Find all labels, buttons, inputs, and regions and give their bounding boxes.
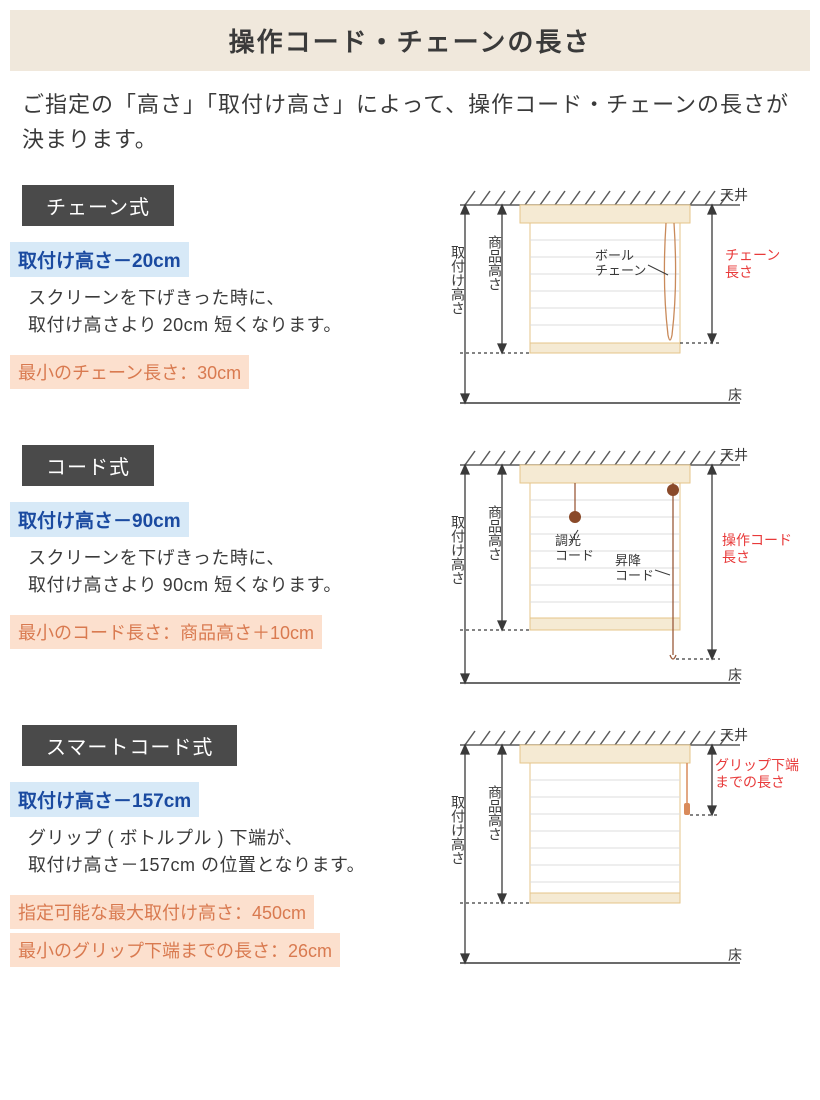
section-name-tag: コード式 <box>22 445 154 486</box>
product-height-label: 商品高さ <box>487 235 503 291</box>
peach-tag: 最小のグリップ下端までの長さ：26cm <box>10 933 340 967</box>
floor-label: 床 <box>728 667 742 683</box>
page-subtitle: ご指定の「高さ」「取付け高さ」によって、操作コード・チェーンの長さが決まります。 <box>22 87 798 157</box>
body-text: スクリーンを下げきった時に、取付け高さより 90cm 短くなります。 <box>28 545 408 599</box>
diagram-cord: 天井 床 <box>420 445 810 695</box>
blue-tag: 取付け高さ－20cm <box>10 242 189 277</box>
peach-tag: 最小のチェーン長さ：30cm <box>10 355 249 389</box>
ceiling-label: 天井 <box>720 727 748 743</box>
floor-label: 床 <box>728 387 742 403</box>
install-height-label: 取付け高さ <box>450 245 466 315</box>
grip-length-label: グリップ下端までの長さ <box>715 757 799 790</box>
chain-length-label: チェーン長さ <box>725 247 780 280</box>
section-name-tag: スマートコード式 <box>22 725 237 766</box>
section-chain: チェーン式 取付け高さ－20cm スクリーンを下げきった時に、取付け高さより 2… <box>10 185 810 415</box>
install-height-label: 取付け高さ <box>450 795 466 865</box>
body-text: グリップ ( ボトルプル ) 下端が、取付け高さ－157cm の位置となります。 <box>28 825 408 879</box>
section-smart-cord: スマートコード式 取付け高さ－157cm グリップ ( ボトルプル ) 下端が、… <box>10 725 810 975</box>
peach-tag: 最小のコード長さ：商品高さ＋10cm <box>10 615 322 649</box>
diagram-smart: 天井 床 <box>420 725 810 975</box>
ceiling-label: 天井 <box>720 447 748 463</box>
cord-length-label: 操作コード長さ <box>722 532 792 565</box>
product-height-label: 商品高さ <box>487 785 503 841</box>
section-cord: コード式 取付け高さ－90cm スクリーンを下げきった時に、取付け高さより 90… <box>10 445 810 695</box>
section-name-tag: チェーン式 <box>22 185 174 226</box>
blue-tag: 取付け高さ－90cm <box>10 502 189 537</box>
install-height-label: 取付け高さ <box>450 515 466 585</box>
ceiling-label: 天井 <box>720 187 748 203</box>
floor-label: 床 <box>728 947 742 963</box>
diagram-chain: 天井 床 <box>420 185 810 415</box>
page-title: 操作コード・チェーンの長さ <box>10 10 810 71</box>
body-text: スクリーンを下げきった時に、取付け高さより 20cm 短くなります。 <box>28 285 408 339</box>
product-height-label: 商品高さ <box>487 505 503 561</box>
blue-tag: 取付け高さ－157cm <box>10 782 199 817</box>
peach-tag: 指定可能な最大取付け高さ：450cm <box>10 895 314 929</box>
